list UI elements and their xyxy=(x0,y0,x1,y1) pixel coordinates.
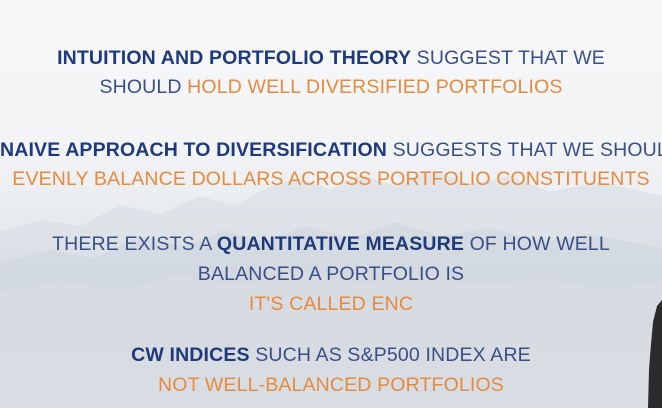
block1-line2-text: SHOULD xyxy=(99,76,188,98)
block1-heading: INTUITION AND PORTFOLIO THEORY xyxy=(57,47,412,69)
block1-highlight: HOLD WELL DIVERSIFIED PORTFOLIOS xyxy=(187,76,563,98)
block3-line1-text-post: OF HOW WELL xyxy=(464,233,610,255)
block3-highlight: IT'S CALLED ENC xyxy=(248,293,414,315)
block3-line1: THERE EXISTS A QUANTITATIVE MEASURE OF H… xyxy=(0,232,662,256)
block4-highlight: NOT WELL-BALANCED PORTFOLIOS xyxy=(158,374,504,396)
block3-line2-text: BALANCED A PORTFOLIO IS xyxy=(197,263,465,285)
block1-line1: INTUITION AND PORTFOLIO THEORY SUGGEST T… xyxy=(0,46,662,70)
block3-line3: IT'S CALLED ENC xyxy=(0,292,662,316)
block1-line2: SHOULD HOLD WELL DIVERSIFIED PORTFOLIOS xyxy=(0,75,662,99)
block2-heading: NAIVE APPROACH TO DIVERSIFICATION xyxy=(0,139,388,161)
block4-line1: CW INDICES SUCH AS S&P500 INDEX ARE xyxy=(0,343,662,367)
block2-line1: NAIVE APPROACH TO DIVERSIFICATION SUGGES… xyxy=(0,138,662,162)
block3-heading: QUANTITATIVE MEASURE xyxy=(216,233,465,255)
block2-highlight: EVENLY BALANCE DOLLARS ACROSS PORTFOLIO … xyxy=(12,168,650,190)
block2-line1-text: SUGGESTS THAT WE SHOULD xyxy=(387,139,662,161)
block3-line2: BALANCED A PORTFOLIO IS xyxy=(0,262,662,286)
block3-line1-text-pre: THERE EXISTS A xyxy=(52,233,217,255)
block4-line1-text: SUCH AS S&P500 INDEX ARE xyxy=(249,344,531,366)
presenter-silhouette xyxy=(648,300,662,408)
block2-line2: EVENLY BALANCE DOLLARS ACROSS PORTFOLIO … xyxy=(0,167,662,191)
block4-heading: CW INDICES xyxy=(131,344,250,366)
block1-line1-text: SUGGEST THAT WE xyxy=(411,47,605,69)
block4-line2: NOT WELL-BALANCED PORTFOLIOS xyxy=(0,373,662,397)
